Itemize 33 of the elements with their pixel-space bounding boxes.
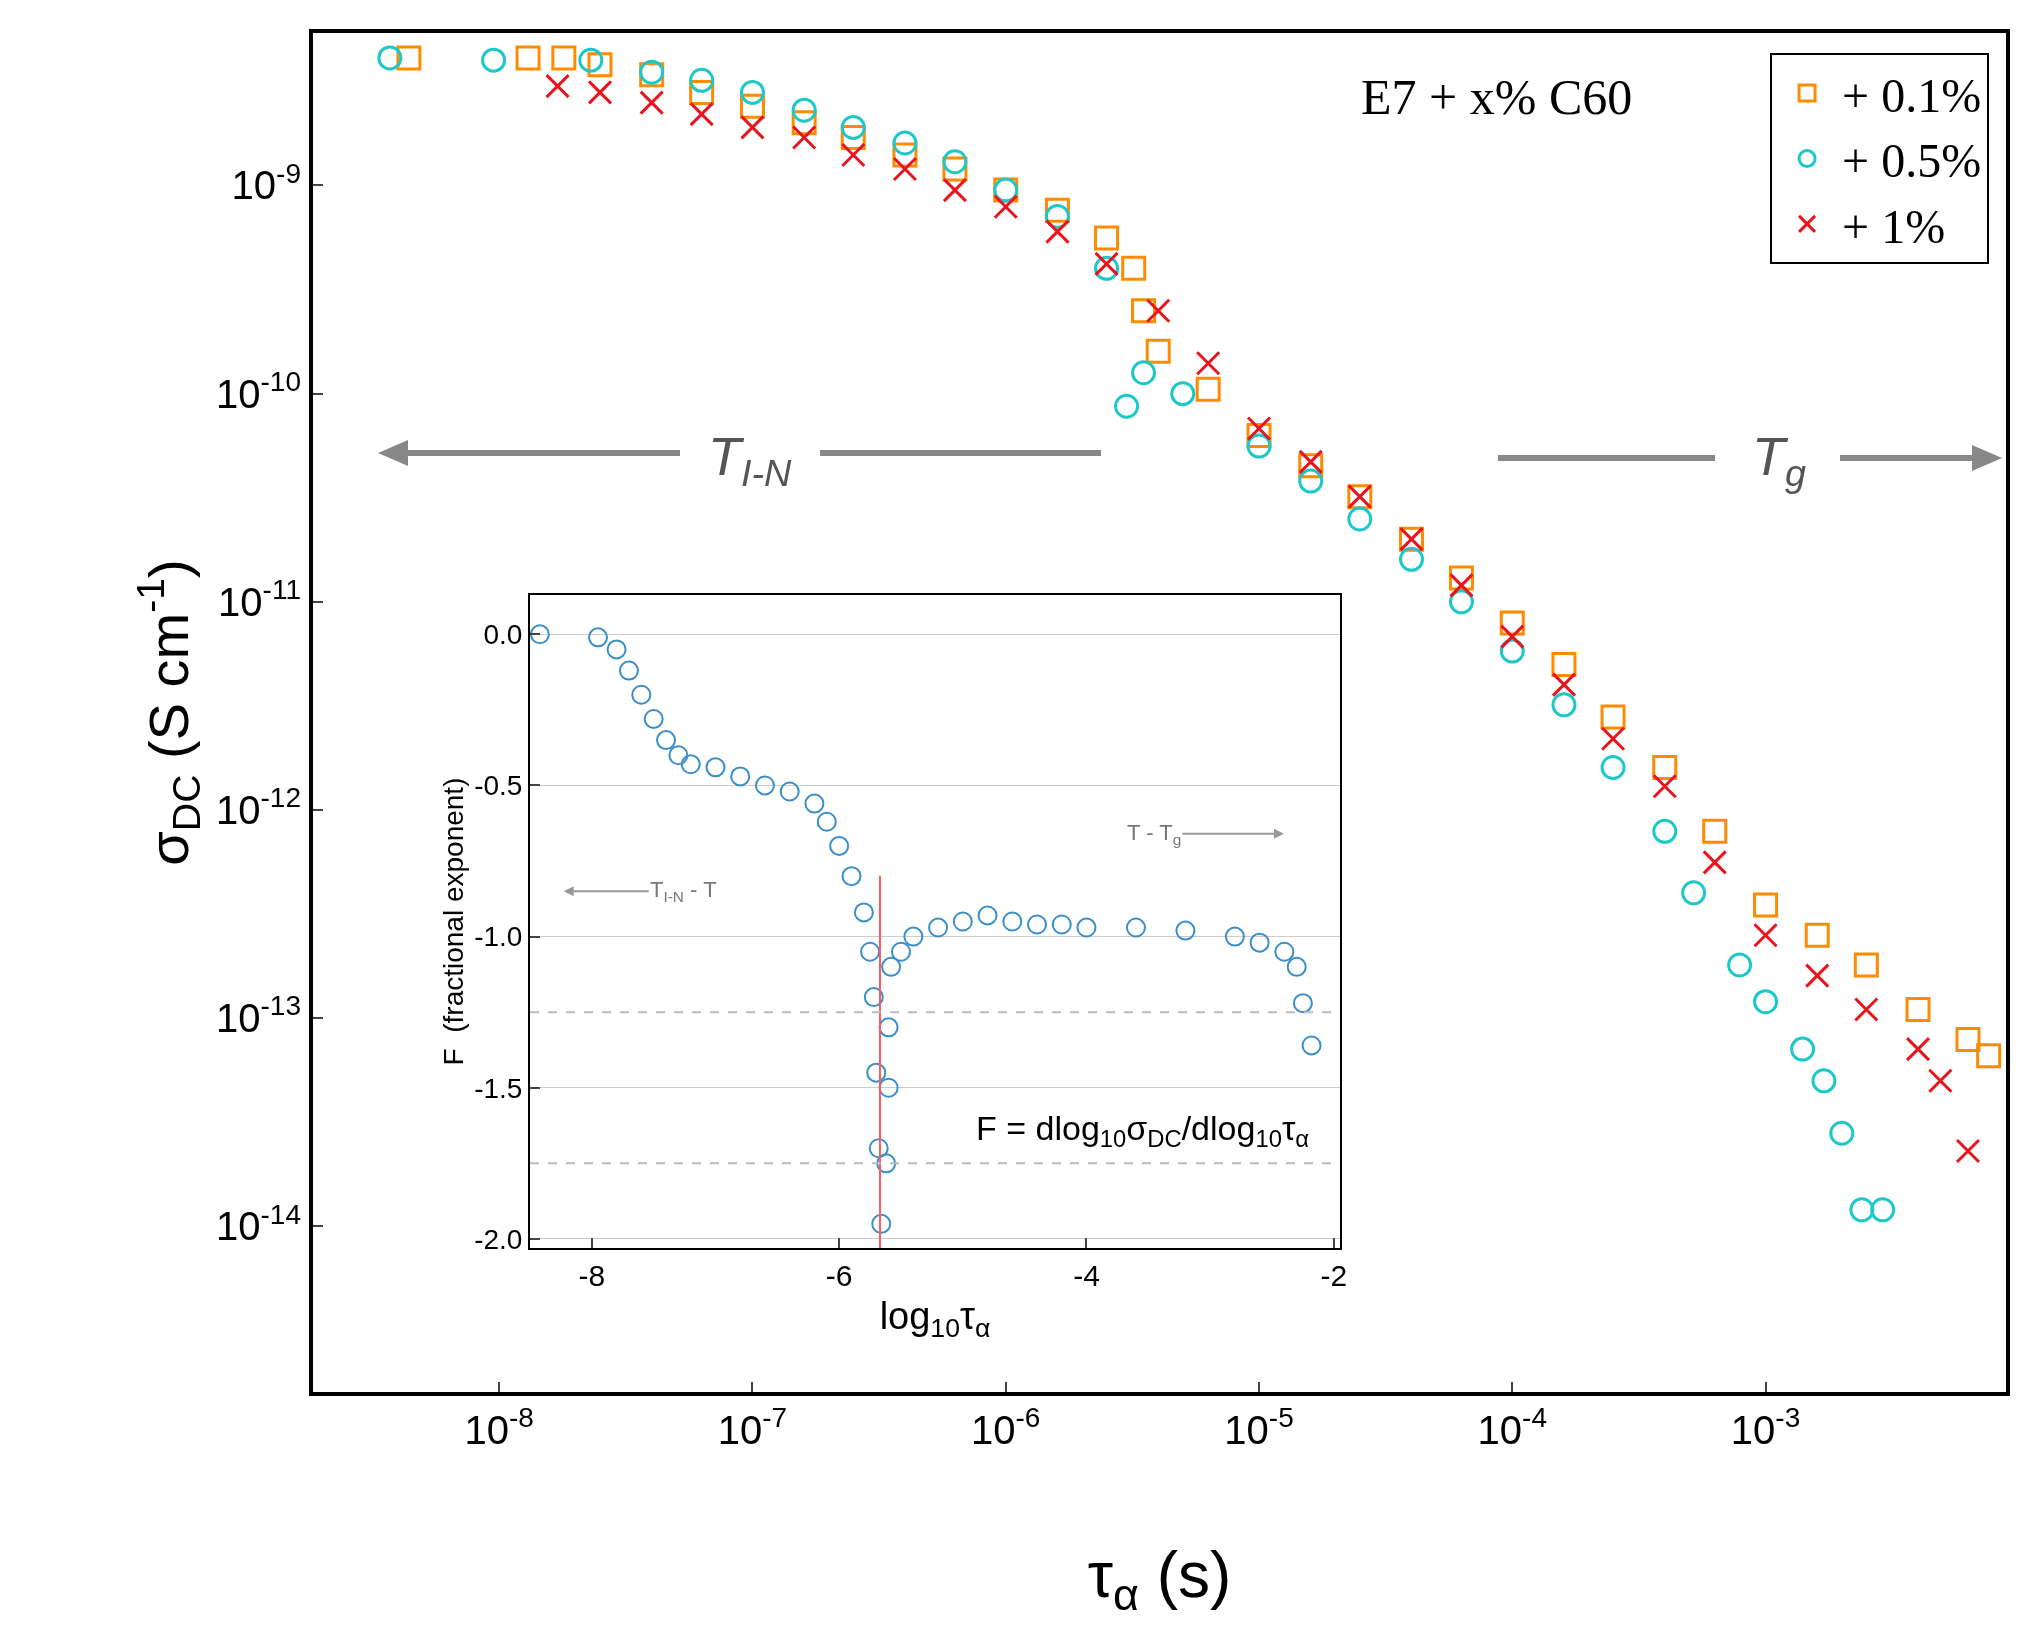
x-tick-label: 10$^{-6}$	[971, 1402, 1041, 1452]
legend-label: + 1%	[1842, 199, 1946, 253]
annotation: T$_{g}$	[1752, 426, 1807, 495]
y-tick-label: -1.0	[474, 921, 523, 953]
y-axis-title: F (fractional exponent)	[438, 777, 469, 1066]
x-tick-label: -4	[1073, 1259, 1100, 1292]
y-tick-label: -2.0	[474, 1223, 523, 1255]
legend-label: + 0.5%	[1842, 134, 1982, 188]
x-tick-label: 10$^{-5}$	[1224, 1402, 1294, 1452]
y-tick-label: 10$^{-13}$	[216, 990, 301, 1041]
legend-label: + 0.1%	[1842, 68, 1982, 122]
x-tick-label: 10$^{-8}$	[464, 1402, 534, 1452]
legend-title: E7 + x% C60	[1361, 69, 1633, 125]
y-tick-label: 10$^{-9}$	[231, 157, 301, 208]
y-tick-label: 10$^{-14}$	[216, 1198, 301, 1249]
x-tick-label: 10$^{-7}$	[717, 1402, 788, 1452]
y-tick-label: -0.5	[474, 770, 523, 802]
x-tick-label: -6	[825, 1259, 853, 1292]
annotation: T - T$_{g}$	[1127, 820, 1182, 848]
y-tick-label: -1.5	[474, 1072, 523, 1104]
annotation: T$_{I-N}$	[708, 426, 793, 495]
annotation: T$_{I-N}$ - T	[650, 877, 717, 905]
x-tick-label: -8	[578, 1259, 606, 1292]
y-tick-label: 0.0	[483, 619, 523, 651]
x-tick-label: -2	[1320, 1259, 1348, 1292]
x-tick-label: 10$^{-3}$	[1730, 1402, 1801, 1452]
x-axis-title: τ$_{α}$ (s)	[1087, 1539, 1232, 1620]
x-tick-label: 10$^{-4}$	[1477, 1402, 1547, 1452]
y-tick-label: 10$^{-10}$	[216, 365, 301, 416]
y-tick-label: 10$^{-11}$	[218, 574, 301, 624]
annotation: F = dlog$_{10}$σ$_{DC}$/dlog$_{10}$τ$_{α}$	[976, 1109, 1310, 1153]
x-axis-title: log$_{10}$τ$_{α}$	[879, 1295, 991, 1343]
y-tick-label: 10$^{-12}$	[216, 782, 301, 832]
